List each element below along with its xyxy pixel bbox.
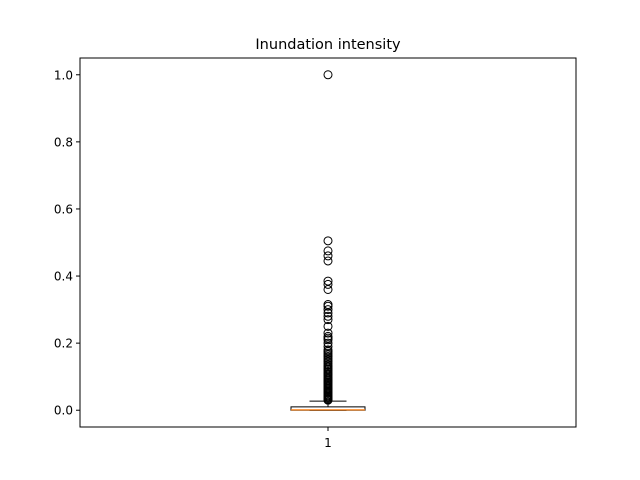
y-tick-label: 0.6 — [54, 202, 73, 216]
y-tick-label: 1.0 — [54, 68, 73, 82]
x-tick-label: 1 — [324, 436, 332, 450]
y-tick-label: 0.8 — [54, 135, 73, 149]
y-tick-label: 0.0 — [54, 404, 73, 418]
outlier-point — [323, 331, 333, 341]
outlier-point — [323, 345, 333, 355]
outlier-point — [323, 279, 333, 289]
y-tick-label: 0.4 — [54, 270, 73, 284]
outlier-point — [323, 338, 333, 348]
outlier-point — [323, 276, 333, 286]
outlier-point — [323, 311, 333, 321]
outlier-point — [323, 236, 333, 246]
outlier-point — [323, 246, 333, 256]
outlier-point — [323, 321, 333, 331]
chart-title: Inundation intensity — [255, 37, 401, 53]
y-tick-label: 0.2 — [54, 337, 73, 351]
outlier-point — [323, 305, 333, 315]
outlier-point — [323, 300, 333, 310]
outlier-point — [323, 251, 333, 261]
outlier-point — [323, 256, 333, 266]
outlier-point — [323, 70, 333, 80]
outlier-point — [323, 315, 333, 325]
axes-frame — [79, 57, 577, 428]
outlier-point — [323, 328, 333, 338]
plot-area: 0.0 0.2 0.4 0.6 0.8 1.0 1 — [54, 68, 366, 450]
